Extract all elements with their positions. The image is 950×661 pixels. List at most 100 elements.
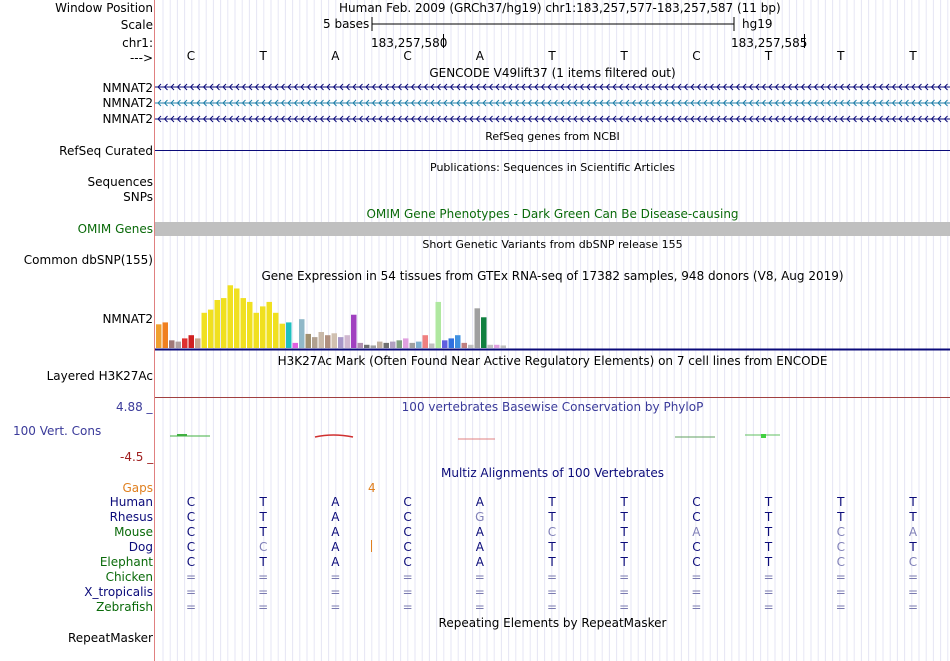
- gtex-expression-chart[interactable]: [155, 283, 950, 353]
- alignment-base: =: [619, 570, 630, 584]
- gtex-tissue-bar[interactable]: [325, 335, 331, 348]
- gtex-tissue-bar[interactable]: [169, 340, 175, 348]
- strand-arrow: [755, 115, 760, 123]
- gencode-title[interactable]: GENCODE V49lift37 (1 items filtered out): [429, 66, 676, 80]
- species-label[interactable]: Chicken: [105, 570, 153, 584]
- gtex-tissue-bar[interactable]: [383, 342, 390, 348]
- phylop-label[interactable]: 100 Vert. Cons: [13, 424, 102, 438]
- gtex-tissue-bar[interactable]: [240, 298, 247, 348]
- gtex-tissue-bar[interactable]: [182, 338, 188, 348]
- gtex-tissue-bar[interactable]: [396, 340, 403, 348]
- gtex-label[interactable]: NMNAT2: [102, 312, 153, 326]
- species-label[interactable]: Zebrafish: [96, 600, 153, 614]
- gtex-tissue-bar[interactable]: [494, 344, 500, 348]
- gtex-tissue-bar[interactable]: [474, 308, 481, 348]
- gtex-tissue-bar[interactable]: [286, 322, 292, 348]
- h3k27ac-title[interactable]: H3K27Ac Mark (Often Found Near Active Re…: [277, 354, 828, 368]
- gencode-label-3[interactable]: NMNAT2: [102, 112, 153, 126]
- dbsnp-label[interactable]: Common dbSNP(155): [23, 253, 153, 267]
- gtex-tissue-bar[interactable]: [299, 319, 305, 348]
- gtex-tissue-bar[interactable]: [162, 322, 169, 348]
- alignment-base: C: [836, 540, 845, 554]
- gtex-tissue-bar[interactable]: [429, 343, 435, 348]
- species-label[interactable]: Rhesus: [109, 510, 153, 524]
- species-label[interactable]: X_tropicalis: [84, 585, 153, 599]
- species-label[interactable]: Mouse: [114, 525, 153, 539]
- strand-arrow: [475, 99, 480, 107]
- gtex-tissue-bar[interactable]: [156, 324, 162, 348]
- gtex-tissue-bar[interactable]: [357, 342, 364, 348]
- gtex-tissue-bar[interactable]: [377, 341, 383, 348]
- gtex-tissue-bar[interactable]: [292, 342, 299, 348]
- species-label[interactable]: Dog: [128, 540, 153, 554]
- gtex-tissue-bar[interactable]: [305, 333, 312, 348]
- gtex-tissue-bar[interactable]: [390, 341, 396, 348]
- gtex-tissue-bar[interactable]: [266, 301, 273, 348]
- gtex-tissue-bar[interactable]: [370, 345, 377, 348]
- gtex-tissue-bar[interactable]: [364, 344, 370, 348]
- gtex-tissue-bar[interactable]: [247, 301, 253, 348]
- strand-arrow: [807, 83, 812, 91]
- strand-arrow: [852, 99, 857, 107]
- gtex-tissue-bar[interactable]: [351, 314, 357, 348]
- alignment-base: A: [331, 510, 340, 524]
- gtex-tissue-bar[interactable]: [422, 335, 429, 348]
- gtex-tissue-bar[interactable]: [487, 344, 494, 348]
- gtex-tissue-bar[interactable]: [188, 335, 195, 348]
- gtex-tissue-bar[interactable]: [260, 306, 266, 348]
- gtex-tissue-bar[interactable]: [214, 300, 221, 348]
- omim-label[interactable]: OMIM Genes: [77, 222, 153, 236]
- gtex-tissue-bar[interactable]: [455, 335, 461, 348]
- gtex-tissue-bar[interactable]: [481, 317, 487, 348]
- strand-arrow: [209, 83, 214, 91]
- gtex-tissue-bar[interactable]: [331, 333, 338, 348]
- gtex-tissue-bar[interactable]: [448, 338, 455, 348]
- gtex-tissue-bar[interactable]: [221, 298, 227, 348]
- gtex-tissue-bar[interactable]: [500, 345, 507, 348]
- publications-title[interactable]: Publications: Sequences in Scientific Ar…: [430, 161, 675, 174]
- refseq-title[interactable]: RefSeq genes from NCBI: [485, 130, 620, 143]
- h3k27ac-label[interactable]: Layered H3K27Ac: [46, 369, 153, 383]
- gtex-tissue-bar[interactable]: [403, 338, 409, 348]
- gtex-tissue-bar[interactable]: [273, 312, 279, 348]
- gtex-tissue-bar[interactable]: [201, 312, 208, 348]
- refseq-label[interactable]: RefSeq Curated: [59, 144, 153, 158]
- gtex-tissue-bar[interactable]: [279, 323, 286, 348]
- gtex-tissue-bar[interactable]: [253, 312, 260, 348]
- species-label[interactable]: Human: [109, 495, 153, 509]
- publications-label-snps[interactable]: SNPs: [123, 190, 153, 204]
- publications-label-sequences[interactable]: Sequences: [87, 175, 153, 189]
- gtex-tissue-bar[interactable]: [208, 309, 214, 348]
- dbsnp-title[interactable]: Short Genetic Variants from dbSNP releas…: [422, 238, 683, 251]
- species-label[interactable]: Elephant: [99, 555, 153, 569]
- gencode-transcripts[interactable]: [155, 82, 950, 127]
- gencode-label-2[interactable]: NMNAT2: [102, 96, 153, 110]
- gtex-title[interactable]: Gene Expression in 54 tissues from GTEx …: [261, 269, 844, 283]
- gtex-tissue-bar[interactable]: [312, 337, 318, 348]
- gtex-tissue-bar[interactable]: [435, 301, 442, 348]
- gtex-tissue-bar[interactable]: [461, 342, 468, 348]
- refseq-gene-line[interactable]: [155, 150, 950, 151]
- gtex-tissue-bar[interactable]: [338, 337, 344, 348]
- strand-arrow: [904, 99, 909, 107]
- repeatmasker-label[interactable]: RepeatMasker: [67, 631, 153, 645]
- gaps-label[interactable]: Gaps: [122, 481, 153, 495]
- gtex-tissue-bar[interactable]: [175, 341, 182, 348]
- gtex-tissue-bar[interactable]: [318, 332, 325, 348]
- gtex-tissue-bar[interactable]: [409, 342, 416, 348]
- gtex-tissue-bar[interactable]: [416, 341, 422, 348]
- omim-title[interactable]: OMIM Gene Phenotypes - Dark Green Can Be…: [366, 207, 739, 221]
- reference-base: T: [909, 49, 917, 63]
- gtex-tissue-bar[interactable]: [234, 288, 240, 348]
- gtex-tissue-bar[interactable]: [344, 335, 351, 348]
- phylop-signal[interactable]: [155, 425, 950, 447]
- omim-phenotype-bar[interactable]: [155, 222, 950, 236]
- gtex-tissue-bar[interactable]: [195, 338, 201, 348]
- gtex-tissue-bar[interactable]: [442, 340, 448, 348]
- phylop-title[interactable]: 100 vertebrates Basewise Conservation by…: [401, 400, 704, 414]
- gtex-tissue-bar[interactable]: [468, 344, 474, 348]
- multiz-title[interactable]: Multiz Alignments of 100 Vertebrates: [440, 466, 665, 480]
- gencode-label-1[interactable]: NMNAT2: [102, 81, 153, 95]
- repeatmasker-title[interactable]: Repeating Elements by RepeatMasker: [438, 616, 667, 630]
- gtex-tissue-bar[interactable]: [227, 285, 234, 348]
